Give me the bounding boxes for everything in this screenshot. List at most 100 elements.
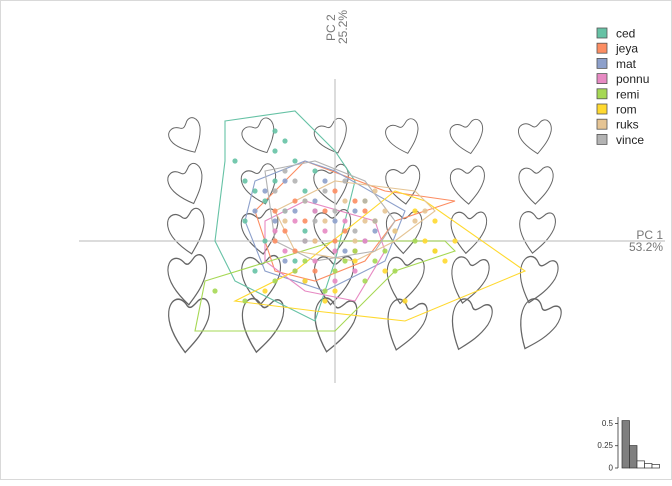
point-ponnu (322, 228, 328, 234)
scree-bar (651, 464, 660, 469)
legend-swatch-mat (596, 58, 608, 69)
morpho-shape (313, 163, 349, 205)
point-ruks (382, 208, 388, 214)
morpho-shape (450, 211, 488, 255)
morpho-shape (313, 209, 352, 255)
point-rom (302, 278, 308, 284)
point-remi (392, 268, 398, 274)
morpho-shape (385, 118, 419, 154)
point-mat (282, 178, 288, 184)
point-vince (272, 188, 278, 194)
point-rom (452, 238, 458, 244)
morpho-shape (451, 256, 490, 304)
point-ruks (392, 228, 398, 234)
point-remi (372, 258, 378, 264)
point-remi (242, 298, 248, 304)
hull-ruks (274, 180, 436, 262)
point-ruks (282, 218, 288, 224)
point-remi (362, 278, 368, 284)
point-vince (302, 198, 308, 204)
point-vince (282, 168, 288, 174)
morpho-shape (449, 118, 484, 155)
scree-tick-label: 0 (609, 464, 614, 473)
point-ponnu (352, 268, 358, 274)
morpho-shape (518, 166, 554, 205)
point-ponnu (332, 248, 338, 254)
point-ponnu (332, 278, 338, 284)
point-jeya (302, 218, 308, 224)
point-vince (292, 178, 298, 184)
point-mat (332, 218, 338, 224)
point-ruks (422, 208, 428, 214)
point-ced (262, 198, 268, 204)
legend-label-ponnu: ponnu (616, 72, 649, 86)
point-mat (252, 208, 258, 214)
group-hulls (194, 110, 527, 332)
point-vince (322, 188, 328, 194)
point-ced (312, 168, 318, 174)
legend-swatch-ruks (596, 118, 608, 130)
x-axis-label: PC 1 (636, 228, 663, 242)
scree-bar (636, 460, 645, 469)
x-axis-variance: 53.2% (629, 240, 663, 254)
morpho-shape (241, 254, 281, 306)
hull-mat (244, 160, 406, 292)
point-rom (382, 268, 388, 274)
point-ced (282, 138, 288, 144)
point-rom (262, 288, 268, 294)
point-rom (412, 208, 418, 214)
scree-tick-label: 0.25 (597, 441, 613, 450)
point-ruks (342, 198, 348, 204)
morpho-shape (520, 298, 562, 350)
legend-swatch-ced (596, 27, 608, 39)
point-ponnu (312, 258, 318, 264)
point-jeya (342, 228, 348, 234)
y-axis-label: PC 2 (324, 14, 338, 41)
point-ced (252, 188, 258, 194)
group-points (212, 128, 458, 304)
point-vince (282, 208, 288, 214)
morpho-shape (167, 207, 205, 255)
point-ponnu (282, 248, 288, 254)
morpho-shape (387, 298, 428, 351)
legend-swatch-remi (596, 88, 608, 100)
point-mat (292, 208, 298, 214)
hull-rom (233, 190, 527, 322)
morpho-shape (386, 256, 425, 305)
point-ruks (362, 218, 368, 224)
point-jeya (292, 248, 298, 254)
legend-swatch-vince (596, 133, 608, 145)
hull-remi (194, 240, 457, 332)
point-jeya (332, 188, 338, 194)
morpho-shape (385, 164, 421, 205)
point-ruks (312, 238, 318, 244)
point-mat (262, 188, 268, 194)
legend-swatch-ponnu (596, 73, 608, 84)
morpho-shape (313, 117, 347, 154)
point-vince (332, 208, 338, 214)
hull-ponnu (264, 200, 386, 302)
point-jeya (332, 238, 338, 244)
morpho-shape (168, 117, 201, 153)
point-jeya (292, 198, 298, 204)
point-rom (442, 258, 448, 264)
point-rom (352, 258, 358, 264)
point-remi (272, 278, 278, 284)
point-remi (212, 288, 218, 294)
point-ponnu (292, 218, 298, 224)
legend-label-ruks: ruks (616, 118, 639, 132)
point-remi (332, 268, 338, 274)
morpho-shape (449, 165, 485, 205)
hull-vince (264, 160, 396, 262)
point-mat (282, 258, 288, 264)
legend-label-vince: vince (616, 133, 644, 147)
point-vince (352, 228, 358, 234)
point-mat (322, 178, 328, 184)
point-vince (362, 198, 368, 204)
point-vince (312, 218, 318, 224)
morpho-shape (167, 162, 203, 205)
point-ced (232, 158, 238, 164)
point-ruks (322, 218, 328, 224)
point-jeya (352, 198, 358, 204)
